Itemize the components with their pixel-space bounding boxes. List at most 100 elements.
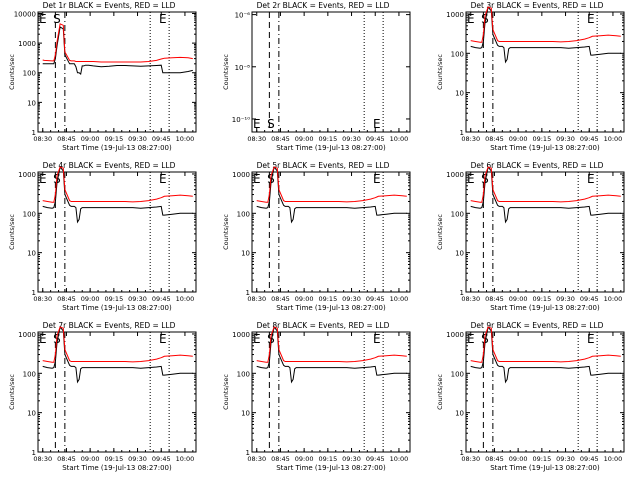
y-tick-label: 1000 — [446, 11, 464, 19]
x-tick-label: 08:30 — [461, 455, 480, 463]
x-axis-label: Start Time (19-Jul-13 08:27:00) — [276, 464, 386, 472]
x-tick-label: 09:00 — [81, 135, 100, 143]
x-tick-label: 09:30 — [128, 295, 147, 303]
y-tick-label: 1000 — [18, 171, 36, 179]
x-axis-label: Start Time (19-Jul-13 08:27:00) — [490, 304, 600, 312]
panel-title: Det 3r BLACK = Events, RED = LLD — [471, 1, 604, 10]
y-tick-label: 1000 — [232, 171, 250, 179]
series-lld-line — [470, 166, 621, 203]
marker-e: E — [587, 172, 595, 186]
y-tick-label: 10 — [241, 250, 250, 258]
x-tick-label: 09:45 — [366, 455, 385, 463]
x-tick-label: 09:30 — [556, 455, 575, 463]
x-tick-label: 08:30 — [461, 295, 480, 303]
y-tick-label: 10 — [27, 410, 36, 418]
x-tick-label: 08:45 — [271, 295, 290, 303]
marker-e: E — [159, 12, 167, 26]
y-tick-label: 1 — [246, 289, 250, 297]
series-lld-line — [256, 166, 407, 203]
x-tick-label: 09:00 — [509, 295, 528, 303]
y-axis-label: Counts/sec — [8, 214, 16, 250]
x-tick-label: 09:45 — [152, 295, 171, 303]
x-tick-label: 08:45 — [57, 455, 76, 463]
panel-title: Det 4r BLACK = Events, RED = LLD — [43, 161, 176, 170]
y-tick-label: 100 — [451, 210, 464, 218]
x-tick-label: 09:00 — [509, 455, 528, 463]
y-axis-label: Counts/sec — [8, 374, 16, 410]
marker-e: E — [467, 12, 475, 26]
x-tick-label: 08:45 — [271, 455, 290, 463]
x-tick-label: 08:45 — [485, 455, 504, 463]
y-tick-label: 10 — [27, 250, 36, 258]
marker-e: E — [39, 12, 47, 26]
detector-panel-7: Det 7r BLACK = Events, RED = LLD 1 10 100 10… — [8, 321, 197, 472]
marker-e: E — [159, 332, 167, 346]
y-tick-label: 1 — [460, 449, 464, 457]
x-tick-label: 09:15 — [318, 455, 337, 463]
series-lld-line — [42, 326, 193, 363]
x-axis-label: Start Time (19-Jul-13 08:27:00) — [490, 144, 600, 152]
panel-title: Det 5r BLACK = Events, RED = LLD — [257, 161, 390, 170]
x-tick-label: 10:00 — [604, 455, 623, 463]
y-tick-label: 10 — [241, 410, 250, 418]
x-tick-label: 09:15 — [104, 135, 123, 143]
marker-e: E — [253, 172, 261, 186]
x-tick-label: 10:00 — [176, 295, 195, 303]
x-tick-label: 10:00 — [390, 455, 409, 463]
marker-e: E — [373, 117, 381, 131]
x-tick-label: 09:30 — [342, 295, 361, 303]
panel-title: Det 8r BLACK = Events, RED = LLD — [257, 321, 390, 330]
plot-frame — [251, 11, 411, 133]
detector-panel-4: Det 4r BLACK = Events, RED = LLD 1 10 100 10… — [8, 161, 197, 312]
x-tick-label: 09:30 — [556, 135, 575, 143]
x-tick-label: 09:00 — [295, 455, 314, 463]
detector-panel-1: Det 1r BLACK = Events, RED = LLD 1 10 100 10… — [8, 1, 197, 152]
x-tick-label: 09:45 — [580, 455, 599, 463]
y-axis-label: Counts/sec — [436, 374, 444, 410]
y-axis-label: Counts/sec — [222, 214, 230, 250]
x-tick-label: 09:30 — [342, 135, 361, 143]
x-tick-label: 08:30 — [247, 455, 266, 463]
x-tick-label: 10:00 — [176, 135, 195, 143]
x-tick-label: 09:15 — [104, 295, 123, 303]
detector-panel-8: Det 8r BLACK = Events, RED = LLD 1 10 100 10… — [222, 321, 411, 472]
x-tick-label: 09:15 — [532, 135, 551, 143]
plot-frame — [465, 171, 625, 293]
x-tick-label: 09:15 — [318, 295, 337, 303]
series-events-line — [42, 26, 193, 76]
marker-e: E — [39, 172, 47, 186]
series-lld-line — [256, 326, 407, 363]
plot-frame — [251, 331, 411, 453]
series-lld-line — [470, 6, 621, 43]
y-tick-label: 100 — [237, 370, 250, 378]
x-tick-label: 08:30 — [33, 295, 52, 303]
detector-panel-3: Det 3r BLACK = Events, RED = LLD 1 10 100 10… — [436, 1, 625, 152]
plot-frame — [465, 331, 625, 453]
x-tick-label: 08:30 — [33, 135, 52, 143]
plot-frame — [37, 331, 197, 453]
x-tick-label: 09:00 — [295, 135, 314, 143]
panel-title: Det 7r BLACK = Events, RED = LLD — [43, 321, 176, 330]
marker-s: S — [53, 12, 61, 26]
x-tick-label: 09:15 — [532, 455, 551, 463]
plot-frame — [251, 171, 411, 293]
y-tick-label: 100 — [237, 210, 250, 218]
x-tick-label: 08:45 — [485, 135, 504, 143]
y-tick-label: 100 — [23, 70, 36, 78]
x-tick-label: 10:00 — [604, 135, 623, 143]
y-tick-label: 10⁻¹⁰ — [232, 116, 250, 124]
x-tick-label: 09:30 — [556, 295, 575, 303]
y-tick-label: 1 — [246, 449, 250, 457]
x-axis-label: Start Time (19-Jul-13 08:27:00) — [62, 304, 172, 312]
y-tick-label: 10⁻⁸ — [235, 64, 251, 72]
x-axis-label: Start Time (19-Jul-13 08:27:00) — [276, 144, 386, 152]
x-tick-label: 09:00 — [295, 295, 314, 303]
marker-e: E — [587, 12, 595, 26]
y-axis-label: Counts/sec — [436, 214, 444, 250]
x-tick-label: 09:30 — [128, 135, 147, 143]
x-tick-label: 08:30 — [461, 135, 480, 143]
x-tick-label: 09:45 — [580, 135, 599, 143]
x-tick-label: 10:00 — [390, 135, 409, 143]
y-tick-label: 1000 — [18, 331, 36, 339]
